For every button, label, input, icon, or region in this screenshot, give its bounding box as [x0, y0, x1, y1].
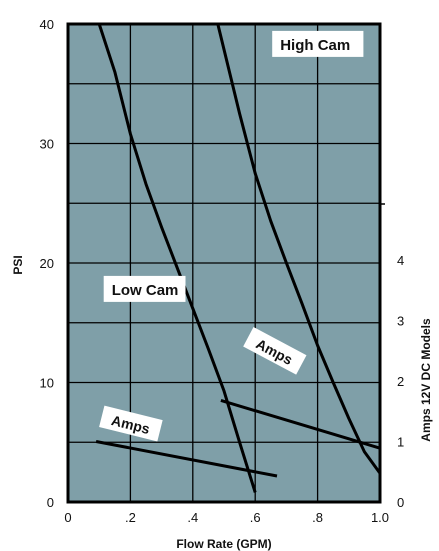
annotation-box: [99, 405, 163, 442]
y-tick-label: 40: [40, 17, 54, 32]
y-tick-label: 10: [40, 376, 54, 391]
x-tick-label: .6: [250, 510, 261, 525]
x-tick-label: .2: [125, 510, 136, 525]
annotation-high-cam: High Cam: [272, 30, 364, 57]
series-line-amps-2: [95, 440, 278, 478]
y2-tick-label: 0: [397, 495, 404, 510]
y-tick-label: 30: [40, 137, 54, 152]
annotation-label: Low Cam: [112, 282, 179, 299]
annotation-box: [243, 327, 307, 375]
annotation-low-cam: Low Cam: [103, 275, 186, 302]
plot-frame: [66, 22, 382, 504]
y2-tick-label: 2: [397, 374, 404, 389]
series-line-low-cam-0: [97, 23, 257, 493]
y2-tick-label: 3: [397, 314, 404, 329]
annotation-box: [103, 275, 186, 302]
x-tick-label: .4: [187, 510, 198, 525]
x-tick-label: 0: [64, 510, 71, 525]
annotation-box: [272, 30, 364, 57]
annotation-label: High Cam: [280, 37, 350, 54]
y-tick-label: 0: [47, 495, 54, 510]
series-layer: [95, 23, 382, 493]
x-tick-labels: 0 .2 .4 .6 .8 1.0: [64, 510, 389, 525]
y2-tick-labels: 0 1 2 3 4: [397, 253, 404, 510]
y-tick-labels: 0 10 20 30 40: [40, 17, 54, 510]
series-line-high-cam-1: [216, 23, 382, 475]
y2-tick-label: 1: [397, 435, 404, 450]
grid: [68, 24, 380, 502]
y2-tick-label: 4: [397, 253, 404, 268]
y-tick-label: 20: [40, 256, 54, 271]
x-axis-title: Flow Rate (GPM): [176, 537, 271, 551]
x-tick-label: 1.0: [371, 510, 389, 525]
x-tick-label: .8: [312, 510, 323, 525]
y-axis-title: PSI: [11, 255, 25, 274]
series-line-amps-3: [220, 398, 381, 450]
y2-axis-title: Amps 12V DC Models: [419, 318, 433, 442]
